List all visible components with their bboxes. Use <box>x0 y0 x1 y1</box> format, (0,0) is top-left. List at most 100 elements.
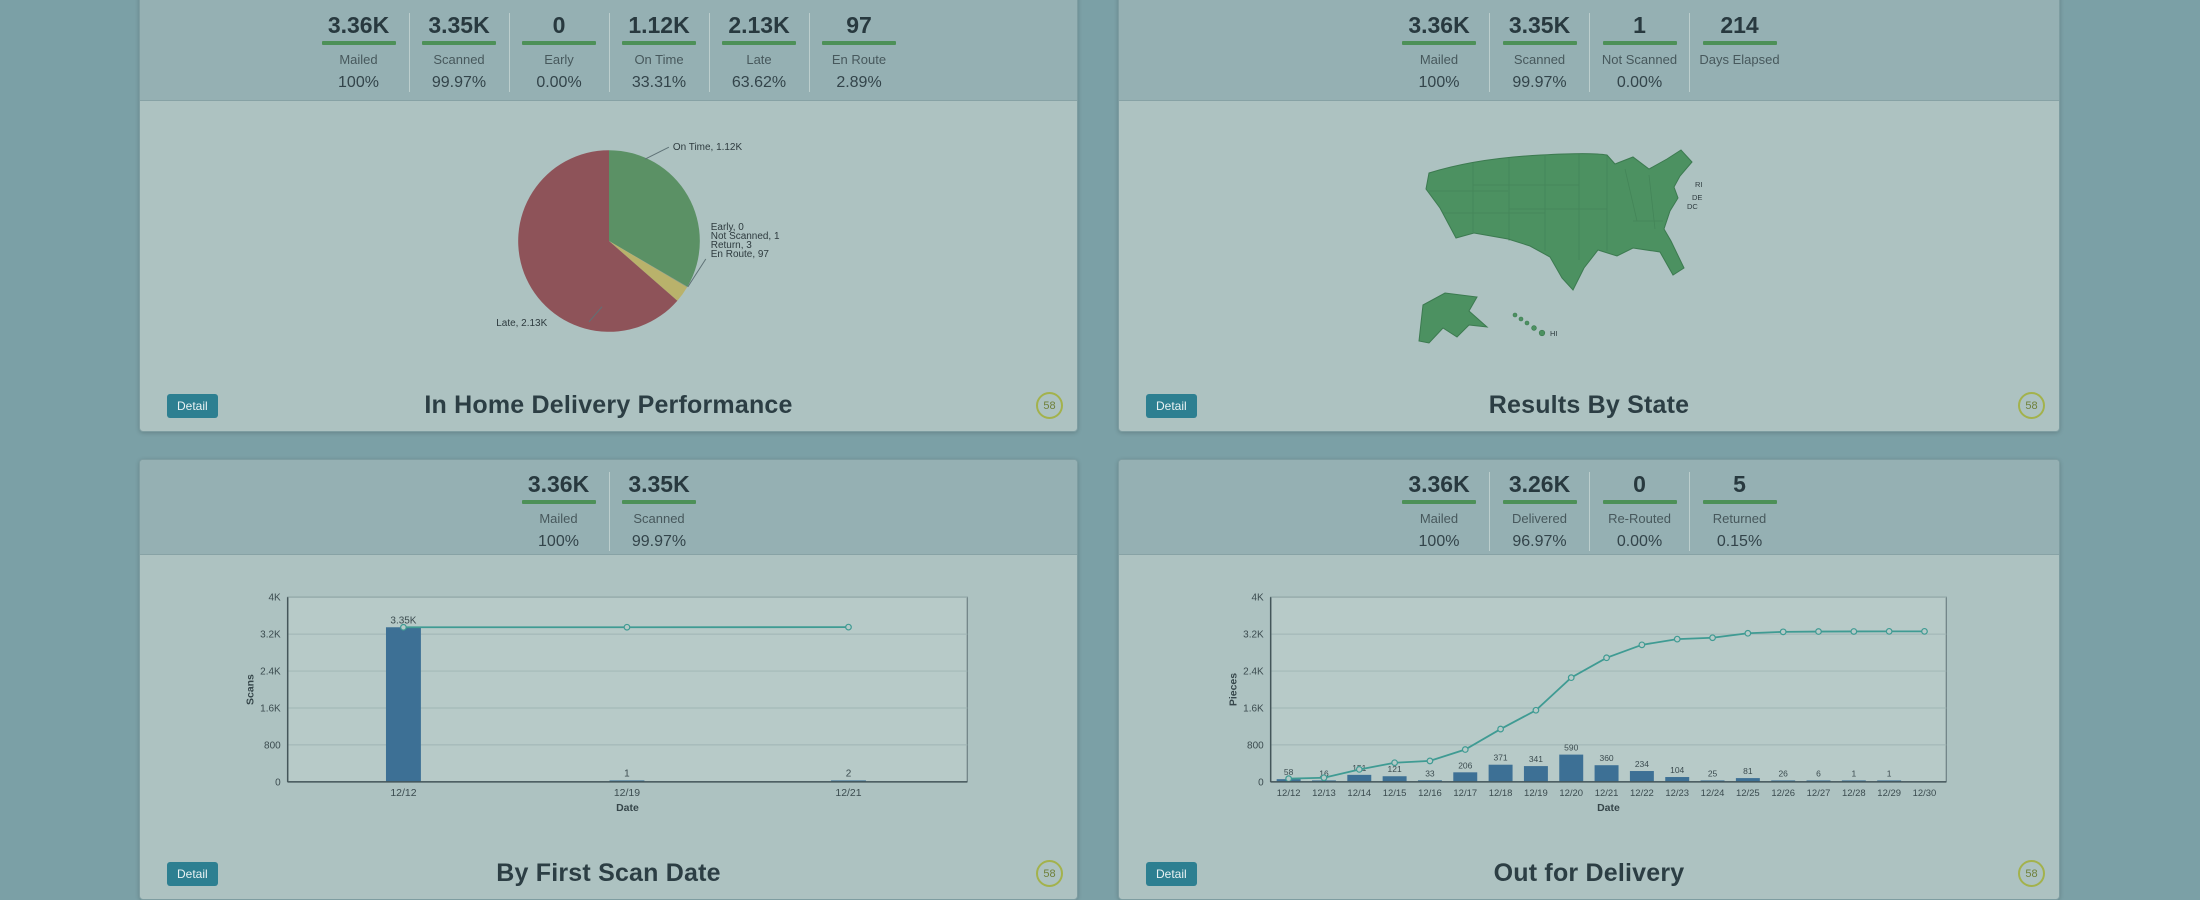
hawaii[interactable] <box>1512 312 1546 337</box>
svg-text:3.2K: 3.2K <box>260 630 281 641</box>
kpi-row: 3.36K Mailed 100% 3.35K Scanned 99.97% 0 Early 0… <box>309 11 909 92</box>
bar-12/12[interactable] <box>385 627 421 782</box>
pie-slice-en-route[interactable] <box>608 240 688 301</box>
bar-value-label: 6 <box>1816 768 1821 778</box>
x-tick-label: 12/23 <box>1665 788 1689 799</box>
x-tick-label: 12/26 <box>1771 788 1795 799</box>
panel-footer: Detail Out for Delivery 58 <box>1119 846 2059 899</box>
y-axis-title: Scans <box>246 674 257 705</box>
kpi-row: 3.36K Mailed 100% 3.26K Delivered 96.97% 0 Re-R… <box>1389 471 1789 552</box>
pie-slice-return[interactable] <box>608 240 688 288</box>
pie-annotation: En Route, 97 <box>711 249 770 260</box>
kpi-header: 3.36K Mailed 100% 3.35K Scanned 99.97% 1 Not Sc… <box>1119 0 2059 101</box>
alaska[interactable] <box>1418 292 1489 344</box>
kpi-label: On Time <box>634 52 684 68</box>
svg-text:0: 0 <box>275 777 281 788</box>
kpi-percentage <box>1692 74 1787 92</box>
bar-value-label: 25 <box>1708 768 1718 778</box>
panel-title: In Home Delivery Performance <box>424 391 793 419</box>
kpi-underline <box>1602 41 1677 46</box>
us-mainland[interactable] <box>1425 149 1693 291</box>
detail-button[interactable]: Detail <box>1146 861 1197 886</box>
x-tick-label: 12/18 <box>1489 788 1513 799</box>
svg-text:2.4K: 2.4K <box>260 667 281 678</box>
bar-value-label: 121 <box>1388 764 1402 774</box>
kpi-stat: 2.13K Late 63.62% <box>708 11 809 92</box>
bar-line-chart[interactable]: 0 800 1.6K 2.4K 3.2K 4K 3.35K 12/12 1 12/19 2 12/21… <box>140 555 1077 846</box>
kpi-value: 2.13K <box>728 11 790 38</box>
svg-text:1.6K: 1.6K <box>1243 703 1264 714</box>
pie-slice-on-time[interactable] <box>608 150 700 287</box>
kpi-header: 3.36K Mailed 100% 3.35K Scanned 99.97% 0 Early 0… <box>140 0 1077 101</box>
pie-slice-not-scanned[interactable] <box>608 240 688 287</box>
kpi-value: 3.35K <box>1508 11 1571 38</box>
kpi-percentage: 100% <box>1418 533 1460 551</box>
kpi-value: 0 <box>1633 471 1646 497</box>
kpi-value: 5 <box>1733 471 1746 497</box>
kpi-percentage: 99.97% <box>431 74 487 91</box>
kpi-label: Days Elapsed <box>1699 52 1780 68</box>
kpi-underline <box>1402 41 1476 46</box>
svg-text:4K: 4K <box>268 593 281 604</box>
bar-12/23[interactable] <box>1665 777 1690 782</box>
bar-12/17[interactable] <box>1453 772 1478 782</box>
bar-line-chart[interactable]: 08001.6K2.4K3.2K4K5812/121612/1315112/14… <box>1119 555 2059 846</box>
bar-12/18[interactable] <box>1488 764 1513 782</box>
bar-value-label: 81 <box>1743 766 1753 776</box>
panel-footer: Detail By First Scan Date 58 <box>140 846 1077 899</box>
svg-text:1.6K: 1.6K <box>260 703 281 714</box>
kpi-percentage: 100% <box>1418 74 1460 91</box>
kpi-value: 3.36K <box>327 11 390 38</box>
kpi-percentage: 99.97% <box>1512 74 1567 91</box>
panel-in-home-delivery-performance: 3.36K Mailed 100% 3.35K Scanned 99.97% 0 Early 0… <box>139 0 1078 432</box>
kpi-underline <box>521 500 596 505</box>
detail-button[interactable]: Detail <box>167 393 218 418</box>
kpi-value: 3.36K <box>1408 471 1470 497</box>
x-tick-label: 12/24 <box>1701 788 1725 799</box>
pie-annotation: Late, 2.13K <box>496 318 547 329</box>
x-tick-label: 12/12 <box>390 788 416 799</box>
kpi-underline <box>722 41 796 46</box>
bar-12/15[interactable] <box>1382 776 1407 782</box>
kpi-label: Mailed <box>339 52 378 68</box>
chart-area: On Time, 1.12K Early, 0 Not Scanned, 1 Retu… <box>140 101 1077 378</box>
panel-by-first-scan-date: 3.36K Mailed 100% 3.35K Scanned 99.97% 0 800 1.… <box>139 459 1078 900</box>
kpi-underline <box>1402 500 1476 505</box>
kpi-value: 3.36K <box>1408 11 1470 38</box>
kpi-underline <box>1702 500 1777 505</box>
x-tick-label: 12/22 <box>1630 788 1654 799</box>
bar-12/22[interactable] <box>1629 771 1654 782</box>
bar-value-label: 26 <box>1778 768 1788 778</box>
kpi-label: Early <box>544 52 574 68</box>
kpi-stat: 1 Not Scanned 0.00% <box>1589 12 1689 92</box>
detail-button[interactable]: Detail <box>1146 393 1197 418</box>
kpi-value: 0 <box>552 11 566 38</box>
bar-12/16[interactable] <box>1417 780 1442 782</box>
bar-value-label: 206 <box>1458 760 1472 770</box>
bar-12/25[interactable] <box>1735 778 1760 782</box>
us-map[interactable]: RI DE DC HI <box>1411 129 1771 349</box>
detail-button[interactable]: Detail <box>167 861 218 886</box>
x-axis-title: Date <box>1597 803 1620 814</box>
bar-12/20[interactable] <box>1559 754 1584 782</box>
bar-value-label: 16 <box>1319 768 1329 778</box>
kpi-row: 3.36K Mailed 100% 3.35K Scanned 99.97% <box>509 471 709 552</box>
kpi-percentage: 100% <box>338 74 379 91</box>
panel-out-for-delivery: 3.36K Mailed 100% 3.26K Delivered 96.97% 0 Re-R… <box>1118 459 2060 900</box>
panel-footer: Detail In Home Delivery Performance 58 <box>140 378 1077 431</box>
kpi-underline <box>1602 500 1677 505</box>
kpi-underline <box>522 41 596 46</box>
bar-12/19[interactable] <box>1523 766 1548 782</box>
x-tick-label: 12/29 <box>1877 788 1901 799</box>
bar-12/21[interactable] <box>1594 765 1619 782</box>
bar-12/14[interactable] <box>1347 774 1372 782</box>
kpi-value: 97 <box>846 11 872 38</box>
kpi-percentage: 0.00% <box>1616 533 1663 551</box>
pie-slice-late[interactable] <box>518 150 678 332</box>
bar-value-label: 33 <box>1425 768 1435 778</box>
kpi-label: Returned <box>1712 511 1767 527</box>
score-badge: 58 <box>2018 860 2045 887</box>
panel-footer: Detail Results By State 58 <box>1119 378 2059 431</box>
kpi-label: En Route <box>831 52 887 68</box>
